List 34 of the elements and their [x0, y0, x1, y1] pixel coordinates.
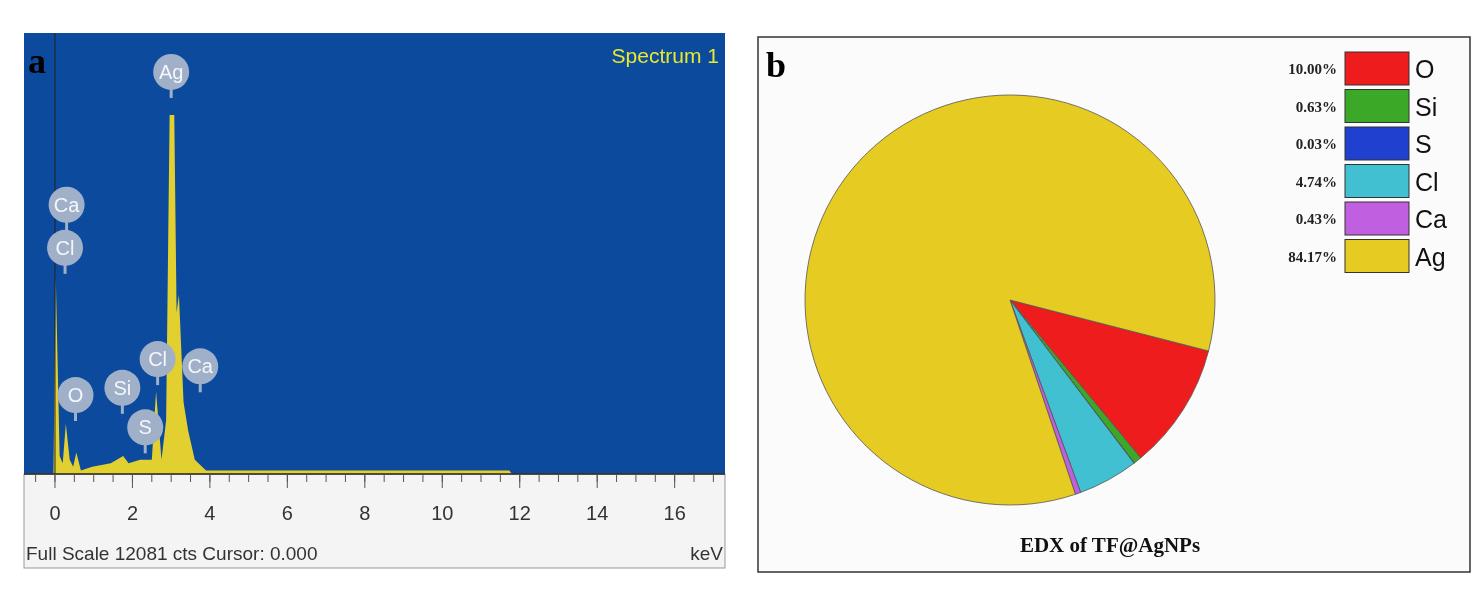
x-tick-label: 16: [663, 502, 686, 524]
text: b: [766, 45, 787, 85]
x-tick-label: 10: [431, 502, 454, 524]
x-tick-label: 8: [359, 502, 371, 524]
legend-label: O: [1415, 55, 1435, 83]
annotation: Cl: [55, 236, 75, 259]
x-tick-label: 0: [49, 502, 61, 524]
data-label: 10.00%: [1288, 61, 1337, 77]
legend-label: Ag: [1415, 242, 1446, 271]
legend-label: Ca: [1415, 205, 1448, 233]
data-label: 0.03%: [1295, 136, 1337, 152]
text: Full Scale 12081 cts Cursor: 0.000: [26, 543, 318, 564]
x-tick-label: 14: [586, 502, 609, 524]
text: a: [28, 41, 46, 81]
text: EDX of TF@AgNPs: [1019, 533, 1201, 557]
annotation: Cl: [148, 348, 168, 371]
legend-label: Si: [1415, 92, 1438, 121]
x-tick-label: 2: [126, 502, 138, 524]
chart-title: Spectrum 1: [611, 44, 719, 67]
data-label: 0.43%: [1295, 211, 1337, 227]
legend-label: Cl: [1415, 167, 1439, 196]
x-axis-title: keV: [690, 543, 724, 564]
data-label: 84.17%: [1288, 248, 1337, 265]
annotation: Ca: [187, 355, 214, 378]
annotation: Ca: [53, 193, 81, 216]
x-tick-label: 12: [508, 502, 531, 524]
x-tick-label: 4: [204, 502, 216, 524]
legend-label: S: [1415, 130, 1432, 158]
annotation: O: [67, 384, 84, 407]
annotation: Si: [113, 376, 132, 399]
data-label: 0.63%: [1295, 98, 1337, 115]
annotation: S: [138, 416, 152, 439]
x-tick-label: 6: [281, 502, 293, 524]
data-label: 4.74%: [1295, 173, 1337, 190]
